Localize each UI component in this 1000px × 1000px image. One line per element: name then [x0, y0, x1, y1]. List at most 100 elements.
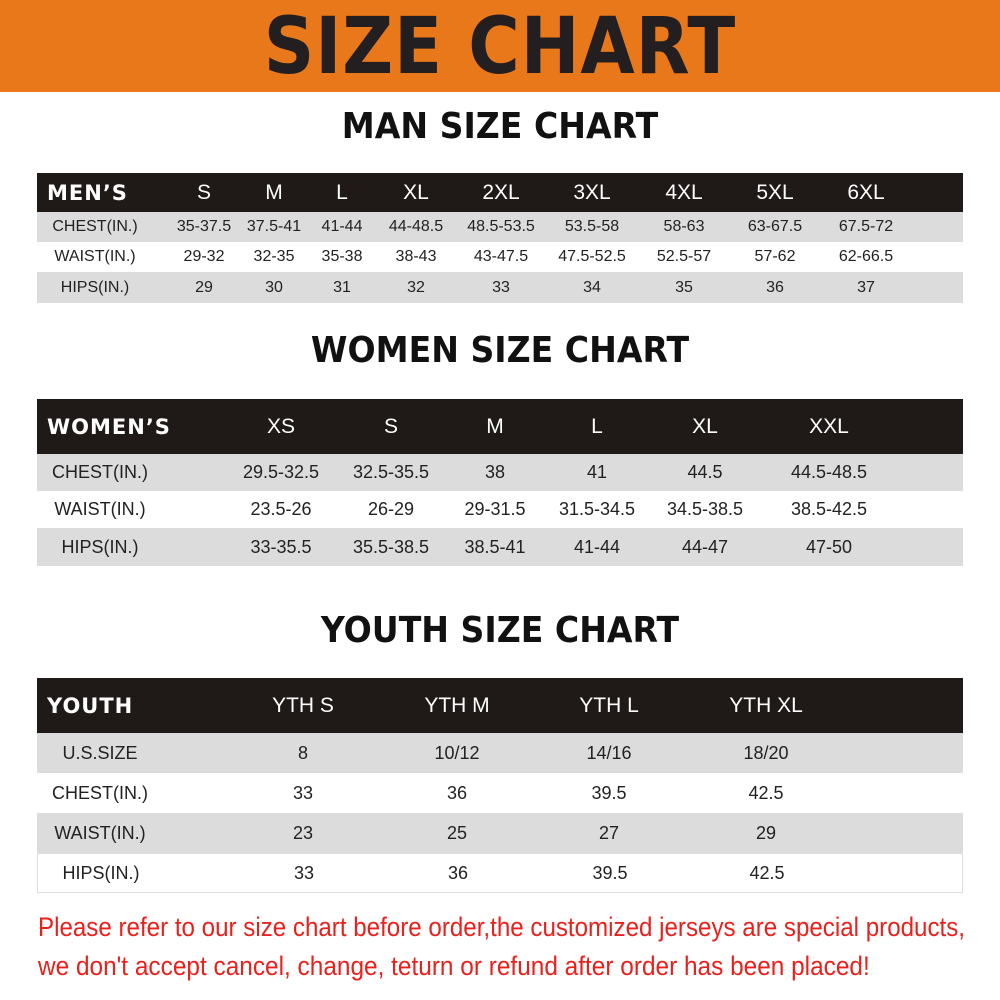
size-header-cell: YTH XL — [729, 693, 803, 717]
table-title-cell: WOMEN’S — [47, 414, 171, 439]
size-header-cell: S — [383, 414, 399, 438]
measurement-value: 37 — [857, 278, 875, 296]
measurement-value: 30 — [265, 278, 283, 296]
table-row: U.S.SIZE 8 10/12 14/16 18/20 — [37, 733, 963, 773]
measurement-value: 42.5 — [748, 782, 784, 803]
measurement-value: 32 — [407, 278, 425, 296]
measurement-value: 58-63 — [663, 218, 705, 235]
measurement-value: 35-38 — [321, 248, 363, 265]
measurement-value: 44-48.5 — [388, 218, 444, 235]
measurement-value: 31.5-34.5 — [558, 499, 636, 519]
measurement-value: 25 — [446, 822, 468, 843]
measurement-label: WAIST(IN.) — [54, 248, 136, 265]
table-row: HIPS(IN.) 29 30 31 32 33 34 35 36 37 — [37, 272, 963, 303]
measurement-value: 53.5-58 — [564, 218, 620, 235]
measurement-value: 38-43 — [395, 248, 437, 265]
measurement-value: 29 — [195, 278, 213, 296]
measurement-value: 36 — [766, 278, 784, 296]
measurement-value: 52.5-57 — [656, 248, 712, 265]
measurement-value: 57-62 — [754, 248, 796, 265]
measurement-value: 39.5 — [591, 782, 627, 803]
size-header-cell: 2XL — [482, 180, 520, 204]
measurement-label: U.S.SIZE — [62, 742, 138, 763]
measurement-value: 41-44 — [321, 218, 363, 235]
measurement-value: 62-66.5 — [838, 248, 894, 265]
size-header-cell: XS — [266, 414, 296, 438]
measurement-value: 33 — [292, 782, 314, 803]
measurement-value: 63-67.5 — [747, 218, 803, 235]
size-header-cell: S — [196, 180, 212, 204]
measurement-value: 38 — [484, 462, 506, 482]
youth-section-title: YOUTH SIZE CHART — [320, 610, 680, 651]
table-row: HIPS(IN.) 33 36 39.5 42.5 — [37, 853, 963, 893]
measurement-value: 33 — [293, 862, 315, 883]
size-header-cell: M — [486, 414, 504, 438]
measurement-value: 29-31.5 — [464, 499, 526, 519]
measurement-value: 36 — [446, 782, 468, 803]
measurement-value: 26-29 — [367, 499, 415, 519]
women-section-title: WOMEN SIZE CHART — [310, 330, 690, 371]
measurement-value: 44-47 — [681, 536, 729, 557]
measurement-value: 10/12 — [434, 742, 480, 763]
measurement-value: 32.5-35.5 — [352, 462, 430, 482]
measurement-value: 35 — [675, 278, 693, 296]
measurement-value: 35.5-38.5 — [352, 536, 430, 557]
measurement-value: 41 — [586, 462, 608, 482]
table-row: WAIST(IN.) 23.5-26 26-29 29-31.5 31.5-34.5 34… — [37, 491, 963, 528]
measurement-value: 33-35.5 — [250, 536, 312, 557]
size-header-cell: 6XL — [847, 180, 885, 204]
measurement-value: 44.5 — [687, 462, 723, 482]
measurement-value: 48.5-53.5 — [467, 218, 535, 235]
measurement-value: 34.5-38.5 — [666, 499, 744, 519]
measurement-value: 29-32 — [183, 248, 225, 265]
measurement-label: HIPS(IN.) — [61, 536, 139, 557]
measurement-value: 44.5-48.5 — [790, 462, 868, 482]
measurement-value: 18/20 — [743, 742, 789, 763]
measurement-value: 14/16 — [586, 742, 632, 763]
men-section-title: MAN SIZE CHART — [341, 106, 659, 147]
measurement-value: 29.5-32.5 — [242, 462, 320, 482]
table-row: WAIST(IN.) 23 25 27 29 — [37, 813, 963, 853]
table-header-row: YOUTH YTH S YTH M YTH L YTH XL — [37, 678, 963, 733]
table-row: HIPS(IN.) 33-35.5 35.5-38.5 38.5-41 41-44 44-… — [37, 528, 963, 566]
size-header-cell: L — [336, 180, 348, 204]
main-title: SIZE CHART — [263, 2, 737, 92]
size-header-cell: YTH S — [272, 693, 334, 717]
size-header-cell: XL — [403, 180, 429, 204]
size-header-cell: XXL — [809, 414, 849, 438]
measurement-value: 38.5-42.5 — [790, 499, 868, 519]
measurement-value: 34 — [583, 278, 601, 296]
measurement-value: 47-50 — [805, 536, 853, 557]
measurement-value: 23.5-26 — [250, 499, 312, 519]
measurement-value: 41-44 — [573, 536, 621, 557]
size-header-cell: YTH M — [424, 693, 490, 717]
size-header-cell: 4XL — [665, 180, 703, 204]
table-header-row: WOMEN’S XS S M L XL XXL — [37, 399, 963, 454]
measurement-value: 43-47.5 — [473, 248, 529, 265]
measurement-value: 27 — [598, 822, 620, 843]
measurement-value: 33 — [492, 278, 510, 296]
measurement-label: WAIST(IN.) — [54, 822, 146, 843]
measurement-value: 35-37.5 — [176, 218, 232, 235]
measurement-value: 39.5 — [592, 862, 628, 883]
size-header-cell: M — [265, 180, 283, 204]
size-header-cell: YTH L — [579, 693, 639, 717]
measurement-label: HIPS(IN.) — [60, 278, 130, 296]
table-title-cell: YOUTH — [47, 693, 134, 718]
measurement-value: 36 — [447, 862, 469, 883]
measurement-value: 29 — [755, 822, 777, 843]
table-row: WAIST(IN.) 29-32 32-35 35-38 38-43 43-47.5 47.… — [37, 242, 963, 272]
size-header-cell: L — [591, 414, 603, 438]
measurement-value: 42.5 — [749, 862, 785, 883]
size-header-cell: 3XL — [573, 180, 611, 204]
table-row: CHEST(IN.) 29.5-32.5 32.5-35.5 38 41 44.5 44.5… — [37, 454, 963, 491]
measurement-value: 31 — [333, 278, 351, 296]
measurement-value: 47.5-52.5 — [558, 248, 626, 265]
measurement-label: CHEST(IN.) — [52, 218, 138, 235]
table-row: CHEST(IN.) 35-37.5 37.5-41 41-44 44-48.5 48.5… — [37, 212, 963, 242]
measurement-value: 38.5-41 — [464, 536, 526, 557]
table-header-row: MEN’S S M L XL 2XL 3XL 4XL 5XL 6XL — [37, 173, 963, 212]
table-title-cell: MEN’S — [47, 180, 128, 205]
notice-line-2: we don't accept cancel, change, teturn o… — [38, 951, 870, 981]
measurement-value: 32-35 — [253, 248, 295, 265]
